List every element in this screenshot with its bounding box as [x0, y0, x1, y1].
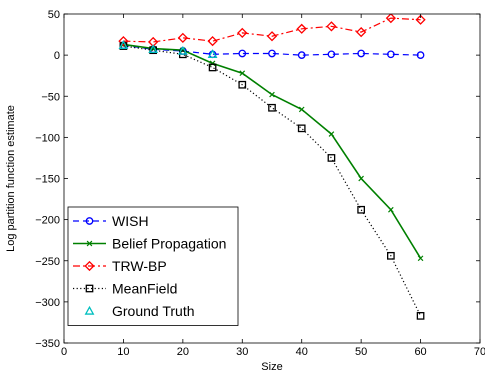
data-point-trw-bp	[207, 36, 218, 47]
y-tick-label: −300	[35, 297, 60, 309]
legend-item-wish: WISH	[73, 213, 149, 229]
y-tick-label: −250	[35, 256, 60, 268]
legend-marker	[84, 260, 95, 272]
data-point-meanfield	[357, 205, 365, 214]
data-point-belief-propagation	[239, 70, 246, 77]
data-point-belief-propagation	[358, 175, 364, 182]
legend-marker	[84, 305, 95, 315]
data-point-trw-bp	[296, 23, 307, 34]
data-point-trw-bp	[415, 14, 426, 25]
y-tick-label: −50	[41, 91, 60, 103]
data-point-belief-propagation	[298, 106, 305, 113]
data-point-meanfield	[238, 80, 247, 89]
data-point-meanfield	[327, 154, 336, 162]
data-point-meanfield	[387, 251, 395, 260]
data-point-belief-propagation	[209, 60, 216, 67]
data-point-belief-propagation	[269, 91, 275, 98]
data-point-belief-propagation	[417, 255, 424, 262]
legend-marker	[86, 240, 93, 247]
y-tick-label: −200	[35, 215, 60, 227]
data-point-wish	[416, 51, 425, 59]
series-line-trw-bp	[123, 17, 421, 43]
y-axis-label: Log partition function estimate	[5, 105, 17, 252]
data-point-ground-truth	[148, 44, 159, 54]
data-point-belief-propagation	[180, 47, 186, 54]
legend-label: TRW-BP	[112, 258, 167, 274]
series-line-meanfield	[123, 45, 422, 317]
data-point-trw-bp	[177, 32, 188, 43]
y-tick-label: 0	[54, 50, 60, 62]
data-point-wish	[238, 49, 247, 58]
data-point-wish	[327, 50, 336, 59]
x-tick-label: 30	[236, 346, 248, 358]
x-tick-label: 20	[177, 346, 189, 358]
data-point-wish	[297, 51, 306, 59]
plot-area	[118, 14, 426, 320]
legend-label: Ground Truth	[112, 303, 195, 319]
data-point-ground-truth	[177, 45, 188, 55]
data-point-trw-bp	[118, 36, 129, 47]
data-point-trw-bp	[237, 27, 248, 39]
legend: WISH Belief Propagation TRW-BP MeanField Gro…	[67, 206, 239, 326]
data-point-wish	[268, 49, 276, 58]
data-point-ground-truth	[118, 40, 129, 49]
series-group	[118, 14, 426, 320]
x-tick-label: 60	[414, 346, 426, 358]
x-tick-label: 0	[61, 346, 67, 358]
data-point-ground-truth	[207, 49, 218, 58]
data-point-trw-bp	[326, 21, 337, 32]
data-point-meanfield	[416, 312, 425, 320]
data-point-belief-propagation	[328, 131, 335, 137]
series-wish	[119, 41, 425, 59]
x-tick-label: 50	[355, 346, 367, 358]
series-trw-bp	[118, 14, 426, 48]
data-point-wish	[387, 50, 395, 59]
data-point-meanfield	[297, 124, 306, 133]
data-point-trw-bp	[385, 14, 396, 24]
series-ground-truth	[118, 40, 218, 58]
x-axis-label: Size	[261, 361, 282, 372]
legend-marker	[85, 217, 94, 225]
data-point-meanfield	[208, 63, 217, 72]
x-tick-label: 70	[474, 346, 485, 358]
legend-label: Belief Propagation	[112, 236, 226, 252]
y-tick-label: 50	[48, 9, 60, 21]
legend-item-meanfield: MeanField	[73, 281, 177, 297]
x-tick-label: 40	[296, 346, 308, 358]
y-tick-label: −350	[35, 338, 60, 350]
y-tick-label: −100	[35, 132, 60, 144]
legend-box	[67, 206, 239, 326]
x-tick-label: 10	[117, 346, 129, 358]
data-point-trw-bp	[356, 26, 367, 38]
y-tick-label: −150	[35, 174, 60, 186]
series-belief-propagation	[120, 41, 424, 262]
data-point-trw-bp	[266, 31, 278, 42]
legend-marker	[85, 284, 94, 293]
legend-label: WISH	[112, 213, 149, 229]
data-point-wish	[357, 49, 365, 58]
axes: 0 10 20 30 40 50 60 70 −350 −300 −250 −200 −150 −100 −…	[35, 9, 485, 358]
data-point-meanfield	[268, 103, 276, 112]
legend-item-ground-truth: Ground Truth	[84, 303, 195, 319]
data-point-belief-propagation	[388, 206, 394, 213]
legend-item-trw-bp: TRW-BP	[73, 258, 167, 274]
legend-item-belief-propagation: Belief Propagation	[73, 236, 226, 252]
legend-label: MeanField	[112, 281, 177, 297]
